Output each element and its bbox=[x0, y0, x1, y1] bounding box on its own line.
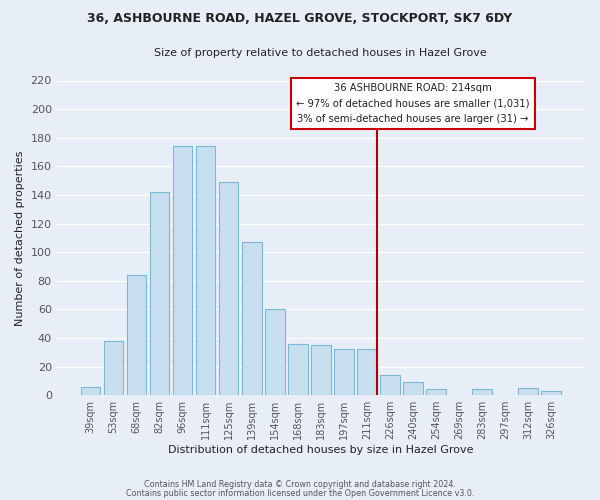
Bar bbox=[426, 390, 446, 395]
Bar bbox=[541, 391, 561, 395]
Bar bbox=[196, 146, 215, 395]
Bar bbox=[311, 345, 331, 395]
Bar bbox=[403, 382, 423, 395]
Text: 36, ASHBOURNE ROAD, HAZEL GROVE, STOCKPORT, SK7 6DY: 36, ASHBOURNE ROAD, HAZEL GROVE, STOCKPO… bbox=[88, 12, 512, 26]
Bar bbox=[242, 242, 262, 395]
Bar bbox=[334, 350, 353, 395]
Text: Contains public sector information licensed under the Open Government Licence v3: Contains public sector information licen… bbox=[126, 488, 474, 498]
Bar bbox=[219, 182, 238, 395]
Bar bbox=[80, 386, 100, 395]
Text: 36 ASHBOURNE ROAD: 214sqm
← 97% of detached houses are smaller (1,031)
3% of sem: 36 ASHBOURNE ROAD: 214sqm ← 97% of detac… bbox=[296, 83, 530, 124]
Bar bbox=[265, 310, 284, 395]
Bar bbox=[380, 375, 400, 395]
Bar bbox=[173, 146, 193, 395]
Bar bbox=[127, 275, 146, 395]
Bar bbox=[150, 192, 169, 395]
X-axis label: Distribution of detached houses by size in Hazel Grove: Distribution of detached houses by size … bbox=[168, 445, 473, 455]
Bar bbox=[472, 390, 492, 395]
Text: Contains HM Land Registry data © Crown copyright and database right 2024.: Contains HM Land Registry data © Crown c… bbox=[144, 480, 456, 489]
Bar bbox=[288, 344, 308, 395]
Y-axis label: Number of detached properties: Number of detached properties bbox=[15, 150, 25, 326]
Bar bbox=[518, 388, 538, 395]
Title: Size of property relative to detached houses in Hazel Grove: Size of property relative to detached ho… bbox=[154, 48, 487, 58]
Bar bbox=[357, 350, 377, 395]
Bar bbox=[104, 341, 123, 395]
